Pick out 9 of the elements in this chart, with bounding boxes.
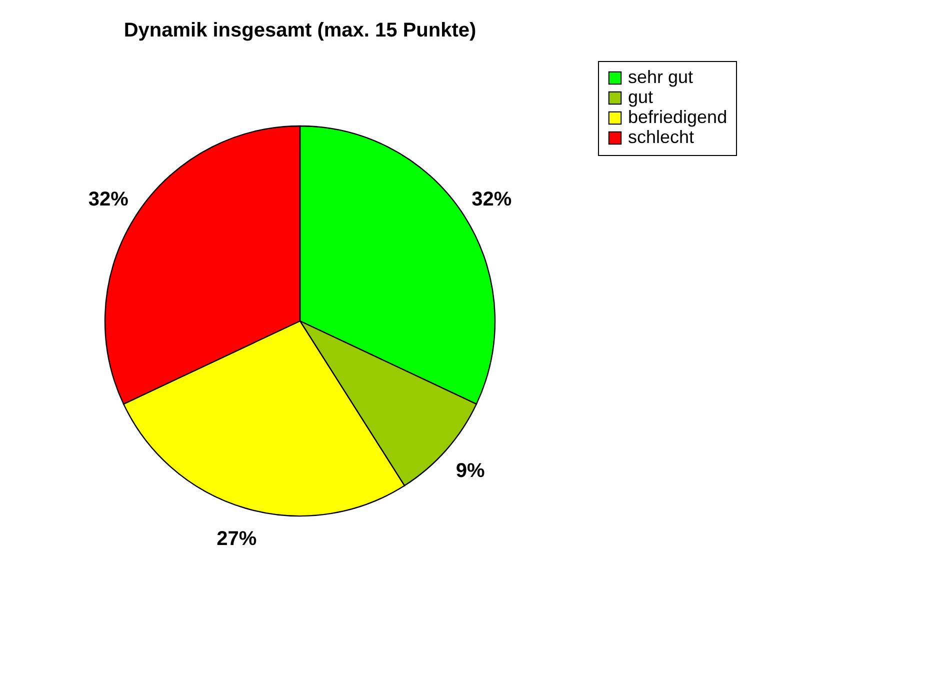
chart-title: Dynamik insgesamt (max. 15 Punkte) bbox=[124, 20, 476, 42]
data-label: 9% bbox=[456, 460, 485, 482]
data-label: 27% bbox=[216, 528, 257, 550]
legend-label: schlecht bbox=[628, 127, 694, 147]
legend-label: gut bbox=[628, 87, 654, 107]
legend-label: sehr gut bbox=[628, 67, 694, 87]
data-label: 32% bbox=[88, 188, 129, 210]
data-label: 32% bbox=[472, 188, 512, 210]
legend-label: befriedigend bbox=[628, 107, 728, 127]
